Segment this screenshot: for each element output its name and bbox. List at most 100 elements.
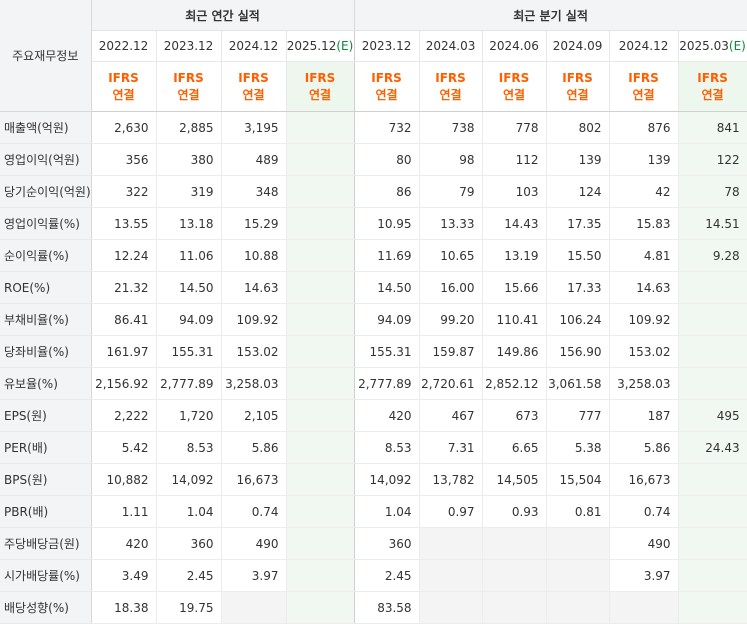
quarterly-cell: 109.92 bbox=[609, 303, 679, 336]
row-label: PER(배) bbox=[0, 431, 92, 464]
quarterly-cell: 11.69 bbox=[354, 239, 420, 272]
quarterly-cell: 78 bbox=[678, 175, 747, 208]
annual-cell: 153.02 bbox=[221, 335, 287, 368]
annual-cell bbox=[286, 431, 355, 464]
ifrs-standard: IFRS bbox=[435, 70, 466, 85]
table-row: 매출액(억원) 2,630 2,885 3,195 732 738 778 802 876 841 bbox=[0, 111, 747, 144]
annual-cell: 109.92 bbox=[221, 303, 287, 336]
row-label: 배당성향(%) bbox=[0, 591, 92, 624]
annual-cell: 319 bbox=[156, 175, 222, 208]
annual-cell: 380 bbox=[156, 143, 222, 176]
quarterly-cell: 3,258.03 bbox=[609, 367, 679, 400]
quarterly-cell: 360 bbox=[354, 527, 420, 560]
annual-cell: 3.97 bbox=[221, 559, 287, 592]
annual-cell bbox=[286, 207, 355, 240]
ifrs-consolidated: 연결 bbox=[308, 87, 332, 102]
annual-cell: 5.86 bbox=[221, 431, 287, 464]
annual-cell: 10,882 bbox=[91, 463, 157, 496]
annual-group-header: 최근 연간 실적 bbox=[91, 0, 355, 31]
quarterly-cell bbox=[609, 591, 679, 624]
period-header: 2024.06 bbox=[482, 30, 547, 62]
table-row: 영업이익률(%) 13.55 13.18 15.29 10.95 13.33 14.43 17… bbox=[0, 207, 747, 240]
annual-cell: 19.75 bbox=[156, 591, 222, 624]
quarterly-cell: 83.58 bbox=[354, 591, 420, 624]
quarterly-cell: 24.43 bbox=[678, 431, 747, 464]
period-header: 2024.03 bbox=[419, 30, 483, 62]
quarterly-cell: 153.02 bbox=[609, 335, 679, 368]
quarterly-cell: 420 bbox=[354, 399, 420, 432]
annual-cell: 3.49 bbox=[91, 559, 157, 592]
quarterly-cell: 14.51 bbox=[678, 207, 747, 240]
annual-cell: 15.29 bbox=[221, 207, 287, 240]
row-label: 영업이익률(%) bbox=[0, 207, 92, 240]
quarterly-cell bbox=[482, 559, 547, 592]
table-row: 당좌비율(%) 161.97 155.31 153.02 155.31 159.87 149… bbox=[0, 335, 747, 368]
quarterly-cell: 5.86 bbox=[609, 431, 679, 464]
annual-cell bbox=[286, 239, 355, 272]
period-header: 2024.09 bbox=[546, 30, 610, 62]
annual-cell: 1,720 bbox=[156, 399, 222, 432]
annual-cell: 155.31 bbox=[156, 335, 222, 368]
table-row: 배당성향(%) 18.38 19.75 83.58 bbox=[0, 591, 747, 624]
ifrs-consolidated: 연결 bbox=[632, 87, 655, 102]
quarterly-cell: 9.28 bbox=[678, 239, 747, 272]
annual-cell: 5.42 bbox=[91, 431, 157, 464]
quarterly-cell: 17.33 bbox=[546, 271, 610, 304]
quarterly-cell: 732 bbox=[354, 111, 420, 144]
ifrs-standard: IFRS bbox=[371, 70, 402, 85]
quarterly-cell: 99.20 bbox=[419, 303, 483, 336]
row-label: 당좌비율(%) bbox=[0, 335, 92, 368]
quarterly-cell: 16,673 bbox=[609, 463, 679, 496]
annual-cell: 13.55 bbox=[91, 207, 157, 240]
period-label: 2024.12 bbox=[618, 39, 669, 53]
quarterly-cell: 155.31 bbox=[354, 335, 420, 368]
ifrs-badge: IFRS 연결 bbox=[286, 61, 355, 112]
quarterly-cell: 7.31 bbox=[419, 431, 483, 464]
annual-cell: 489 bbox=[221, 143, 287, 176]
quarterly-cell: 13.33 bbox=[419, 207, 483, 240]
quarterly-cell bbox=[678, 527, 747, 560]
annual-cell: 161.97 bbox=[91, 335, 157, 368]
quarterly-cell: 738 bbox=[419, 111, 483, 144]
quarterly-cell: 15.66 bbox=[482, 271, 547, 304]
quarterly-cell: 187 bbox=[609, 399, 679, 432]
period-label: 2025.12 bbox=[286, 39, 337, 53]
quarterly-cell: 17.35 bbox=[546, 207, 610, 240]
quarterly-cell: 2.45 bbox=[354, 559, 420, 592]
quarterly-cell: 159.87 bbox=[419, 335, 483, 368]
quarterly-cell bbox=[678, 591, 747, 624]
annual-cell bbox=[286, 335, 355, 368]
quarterly-cell: 2,720.61 bbox=[419, 367, 483, 400]
annual-cell bbox=[286, 463, 355, 496]
ifrs-standard: IFRS bbox=[498, 70, 530, 85]
period-label: 2023.12 bbox=[163, 39, 214, 53]
ifrs-standard: IFRS bbox=[238, 70, 269, 85]
row-label: 매출액(억원) bbox=[0, 111, 92, 144]
quarterly-cell: 876 bbox=[609, 111, 679, 144]
quarterly-cell: 15,504 bbox=[546, 463, 610, 496]
quarterly-cell bbox=[419, 559, 483, 592]
annual-cell bbox=[286, 495, 355, 528]
row-label: BPS(원) bbox=[0, 463, 92, 496]
period-header: 2025.03(E) bbox=[678, 30, 747, 62]
quarterly-cell: 490 bbox=[609, 527, 679, 560]
quarterly-cell: 15.83 bbox=[609, 207, 679, 240]
ifrs-consolidated: 연결 bbox=[112, 87, 135, 102]
ifrs-consolidated: 연결 bbox=[503, 87, 526, 102]
annual-cell: 2,885 bbox=[156, 111, 222, 144]
row-label: 순이익률(%) bbox=[0, 239, 92, 272]
quarterly-cell: 139 bbox=[609, 143, 679, 176]
annual-cell: 490 bbox=[221, 527, 287, 560]
annual-cell: 18.38 bbox=[91, 591, 157, 624]
period-header: 2023.12 bbox=[354, 30, 420, 62]
quarterly-cell: 103 bbox=[482, 175, 547, 208]
period-header: 2024.12 bbox=[609, 30, 679, 62]
row-label: 영업이익(억원) bbox=[0, 143, 92, 176]
quarterly-cell: 14.63 bbox=[609, 271, 679, 304]
annual-cell: 14.50 bbox=[156, 271, 222, 304]
table-row: 부채비율(%) 86.41 94.09 109.92 94.09 99.20 110.41 1… bbox=[0, 303, 747, 336]
table-row: EPS(원) 2,222 1,720 2,105 420 467 673 777 187 495 bbox=[0, 399, 747, 432]
quarterly-cell: 156.90 bbox=[546, 335, 610, 368]
quarterly-cell bbox=[419, 527, 483, 560]
estimate-suffix: (E) bbox=[336, 39, 354, 53]
